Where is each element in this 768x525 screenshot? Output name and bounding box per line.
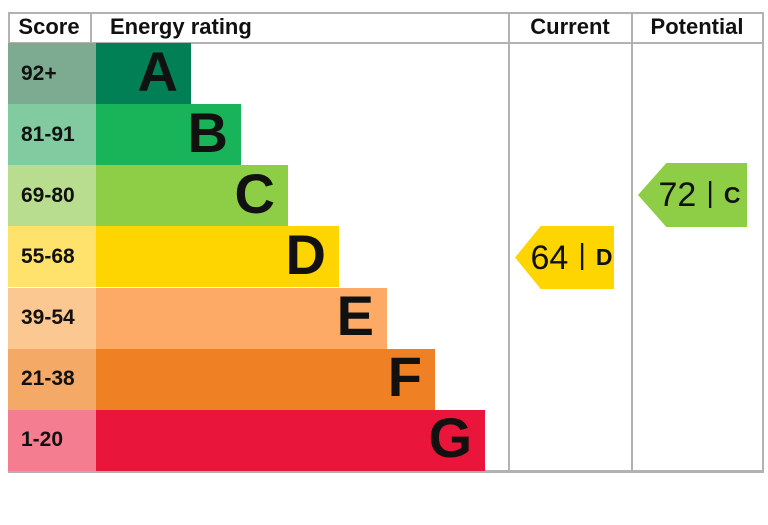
current-rating-arrow: 64 | D (515, 226, 614, 289)
band-letter-a: A (137, 39, 178, 103)
current-rating-separator: | (578, 239, 586, 271)
band-bar-g: G (96, 406, 485, 471)
band-letter-e: E (336, 284, 374, 348)
score-range-c: 69-80 (8, 165, 96, 227)
band-bar-e: E (96, 284, 387, 349)
score-range-a: 92+ (8, 43, 96, 105)
column-divider-potential (631, 12, 633, 473)
table-baseline (8, 470, 764, 473)
score-range-f: 21-38 (8, 348, 96, 410)
band-letter-f: F (387, 345, 422, 409)
column-divider-current (508, 12, 510, 473)
band-bar-b: B (96, 100, 241, 166)
band-letter-d: D (285, 222, 326, 286)
current-rating-band: D (595, 244, 613, 270)
header-border-left (8, 12, 10, 44)
band-letter-c: C (234, 161, 275, 225)
score-range-e: 39-54 (8, 287, 96, 349)
potential-rating-separator: | (706, 176, 714, 209)
table-border-top (8, 12, 764, 14)
band-bar-a: A (96, 39, 191, 105)
score-header: Score (18, 14, 80, 39)
band-letter-g: G (428, 406, 472, 470)
band-bar-f: F (96, 345, 435, 410)
energy-rating-header: Energy rating (110, 14, 252, 39)
table-border-right (762, 12, 764, 473)
potential-rating-band: C (723, 181, 741, 208)
band-bar-c: C (96, 161, 288, 227)
band-bar-d: D (96, 222, 339, 288)
header-underline (8, 42, 764, 44)
score-range-b: 81-91 (8, 104, 96, 166)
score-range-d: 55-68 (8, 226, 96, 288)
potential-rating-arrow: 72 | C (638, 163, 747, 227)
current-header: Current (530, 14, 610, 39)
band-letter-b: B (187, 100, 228, 164)
potential-header: Potential (650, 14, 744, 39)
current-rating-value: 64 (530, 238, 569, 277)
score-range-g: 1-20 (8, 409, 96, 471)
potential-rating-value: 72 (658, 176, 697, 214)
header-divider-score (90, 12, 92, 44)
